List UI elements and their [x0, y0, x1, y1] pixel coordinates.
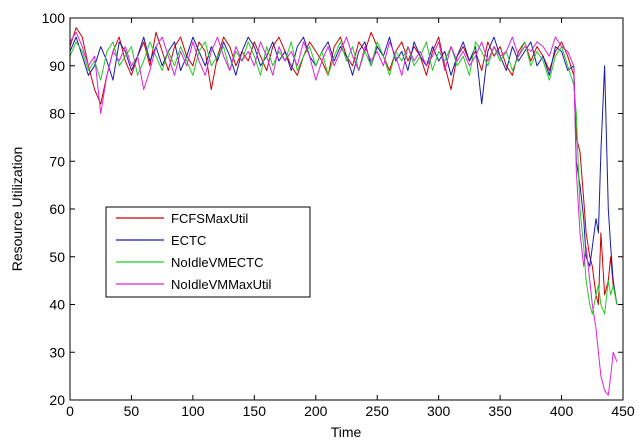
- x-tick-label: 450: [611, 403, 635, 419]
- x-tick-label: 50: [124, 403, 140, 419]
- x-tick-label: 350: [488, 403, 512, 419]
- y-tick-label: 70: [49, 153, 65, 169]
- legend-label: FCFSMaxUtil: [171, 211, 248, 226]
- y-tick-label: 30: [49, 344, 65, 360]
- y-tick-label: 50: [49, 249, 65, 265]
- series-layer: [70, 27, 618, 396]
- legend-label: NoIdleVMECTC: [171, 255, 263, 270]
- legend-box: [105, 206, 311, 298]
- x-tick-label: 100: [181, 403, 205, 419]
- legend-label: NoIdleVMMaxUtil: [171, 277, 272, 292]
- y-tick-label: 40: [49, 297, 65, 313]
- legend: FCFSMaxUtil ECTC NoIdleVMECTC NoIdleVMMaxUt…: [105, 206, 311, 298]
- x-axis: 0 50 100 150 200 250 300 350 400 450: [66, 18, 635, 419]
- y-axis-title: Resource Utilization: [9, 147, 25, 272]
- y-tick-label: 60: [49, 201, 65, 217]
- x-tick-label: 200: [304, 403, 328, 419]
- x-axis-title: Time: [331, 424, 362, 440]
- y-tick-label: 80: [49, 106, 65, 122]
- y-tick-label: 20: [49, 392, 65, 408]
- x-tick-label: 250: [366, 403, 390, 419]
- x-tick-label: 0: [66, 403, 74, 419]
- x-tick-label: 300: [427, 403, 451, 419]
- y-tick-label: 100: [42, 10, 66, 26]
- x-tick-label: 150: [243, 403, 267, 419]
- y-axis: 20 30 40 50 60 70 80 90 100: [42, 10, 623, 408]
- series-line-noidlevmmaxutil: [70, 31, 618, 396]
- x-tick-label: 400: [550, 403, 574, 419]
- y-tick-label: 90: [49, 58, 65, 74]
- legend-label: ECTC: [171, 233, 206, 248]
